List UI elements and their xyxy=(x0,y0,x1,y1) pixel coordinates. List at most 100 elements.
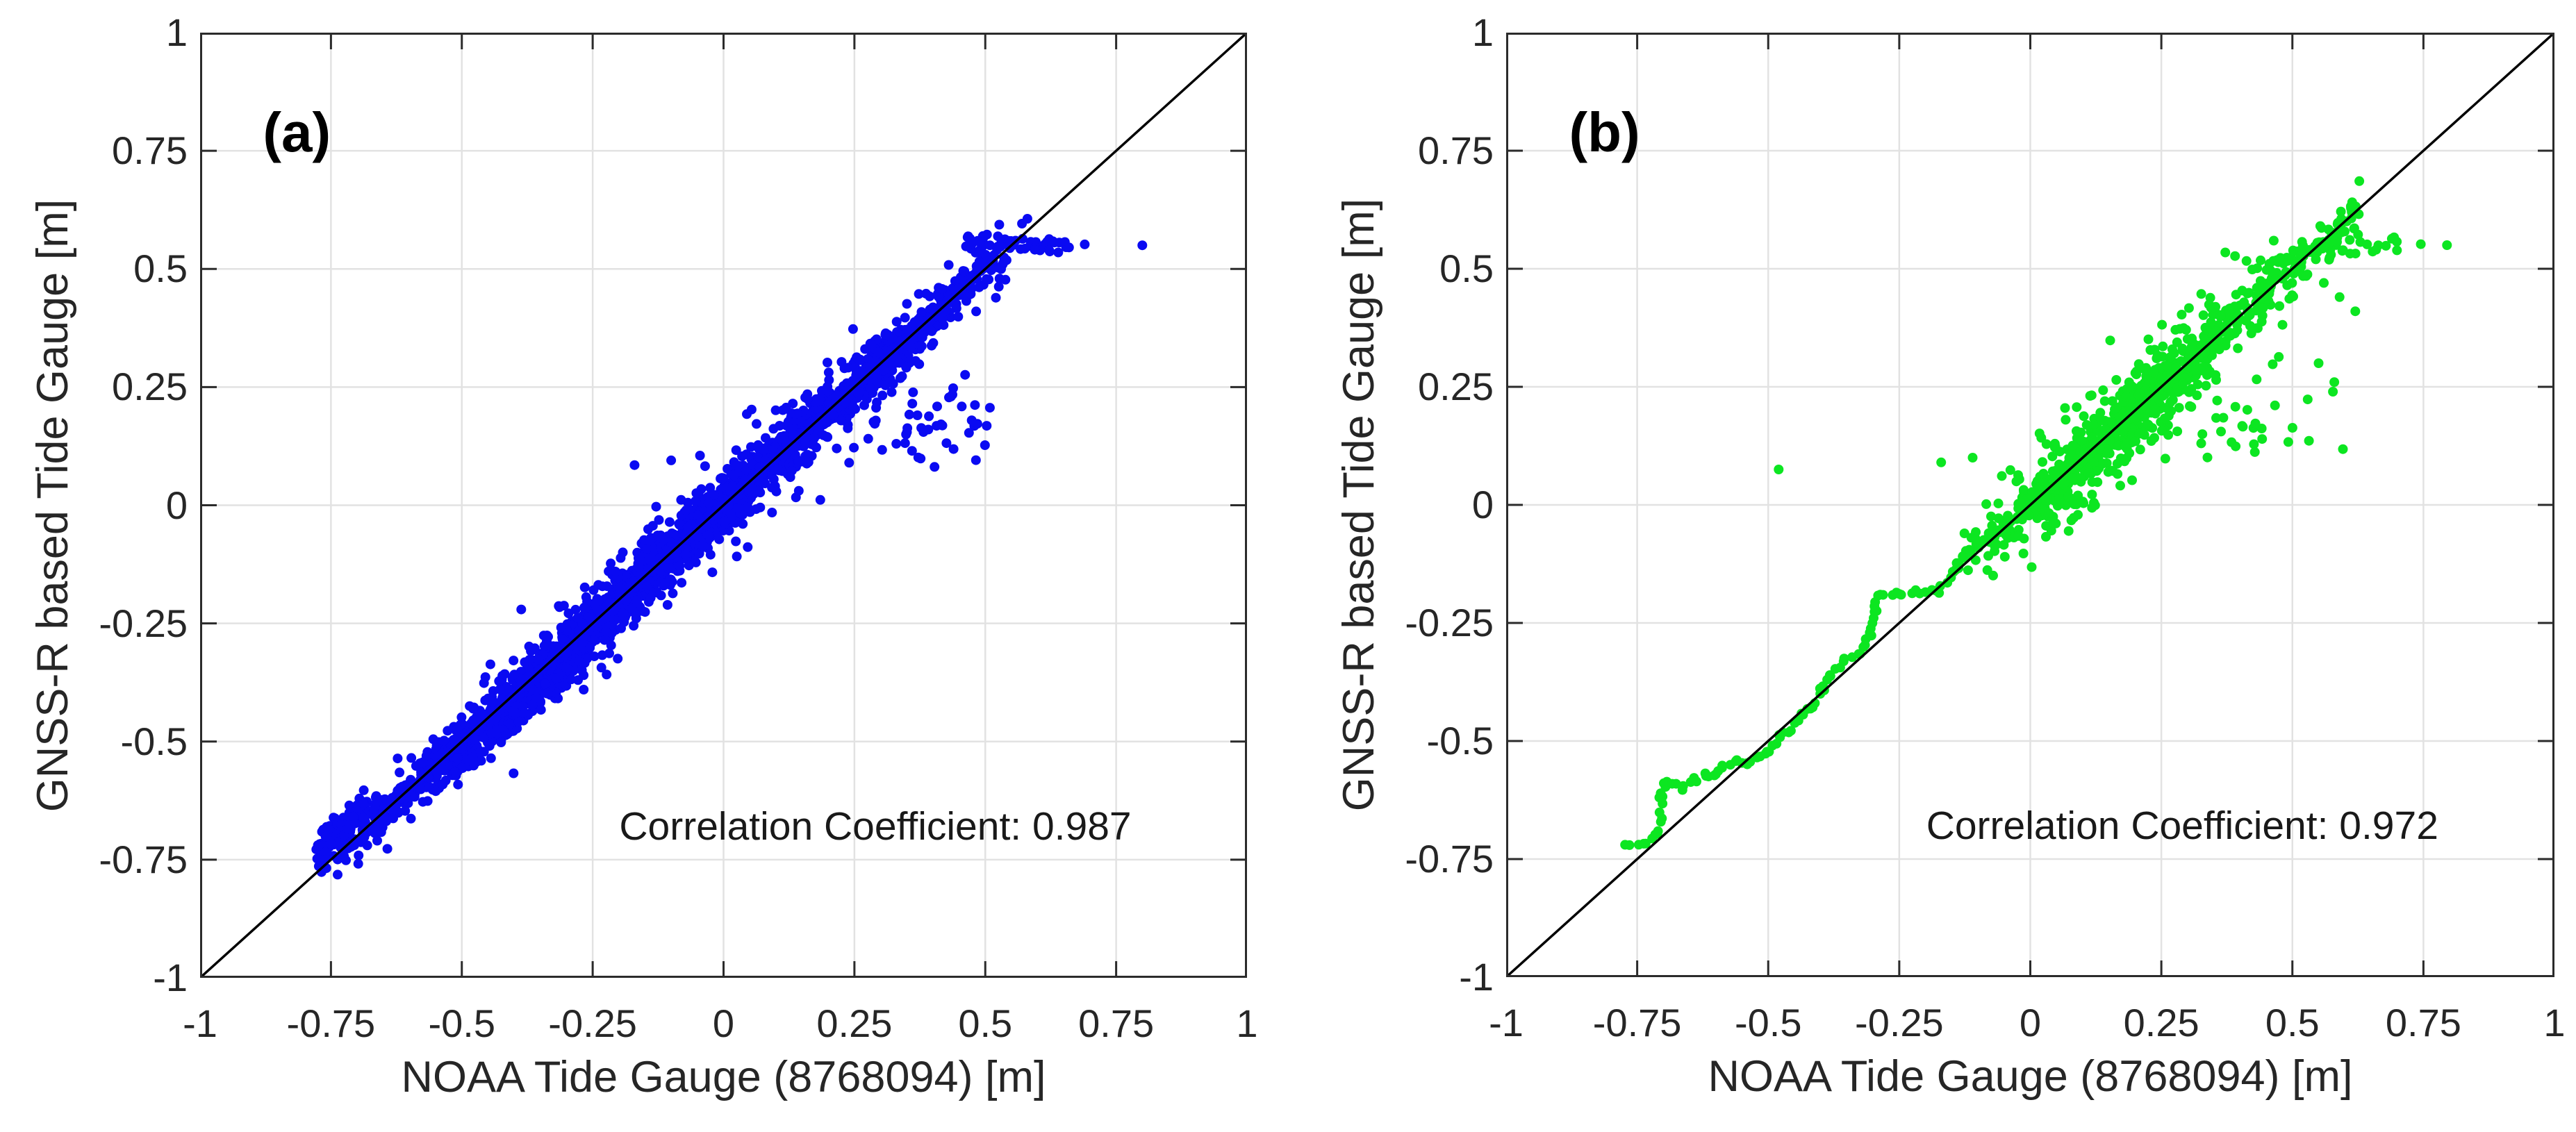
scatter-point xyxy=(317,826,327,837)
scatter-point xyxy=(559,641,570,651)
scatter-point xyxy=(689,507,700,517)
scatter-point xyxy=(535,697,545,708)
scatter-point xyxy=(372,835,382,846)
scatter-point xyxy=(791,453,802,464)
scatter-point xyxy=(1935,581,1945,591)
scatter-point xyxy=(586,625,595,635)
scatter-point xyxy=(708,506,718,516)
scatter-point xyxy=(370,813,380,823)
scatter-point xyxy=(518,681,529,691)
scatter-point xyxy=(842,380,852,390)
scatter-point xyxy=(530,692,540,702)
scatter-point xyxy=(1713,766,1724,776)
scatter-point xyxy=(723,498,733,508)
scatter-point xyxy=(554,650,564,660)
scatter-point xyxy=(814,422,825,433)
scatter-point xyxy=(483,693,493,704)
scatter-point xyxy=(798,417,808,427)
scatter-point xyxy=(613,590,624,601)
scatter-point xyxy=(1000,274,1011,285)
scatter-point xyxy=(584,641,594,651)
scatter-point xyxy=(672,531,683,541)
scatter-point xyxy=(697,512,707,522)
scatter-point xyxy=(2136,397,2146,408)
scatter-point xyxy=(426,783,436,792)
scatter-point xyxy=(649,563,659,573)
scatter-point xyxy=(631,580,641,590)
scatter-point xyxy=(698,516,708,526)
scatter-point xyxy=(702,503,712,513)
scatter-point xyxy=(789,442,799,451)
scatter-point xyxy=(341,824,352,834)
scatter-point xyxy=(1035,245,1045,256)
scatter-point xyxy=(569,640,579,649)
scatter-point xyxy=(789,424,799,434)
scatter-point xyxy=(2245,310,2255,320)
scatter-point xyxy=(793,441,804,451)
scatter-point xyxy=(560,645,570,656)
scatter-point xyxy=(719,489,729,499)
scatter-point xyxy=(763,451,774,461)
scatter-point xyxy=(499,707,509,717)
scatter-point xyxy=(664,543,675,553)
scatter-point xyxy=(648,561,659,572)
scatter-point xyxy=(2120,410,2131,420)
scatter-point xyxy=(718,491,728,501)
scatter-point xyxy=(716,510,726,520)
scatter-point xyxy=(714,501,725,512)
scatter-point xyxy=(374,801,384,811)
scatter-point xyxy=(777,441,788,451)
scatter-point xyxy=(1620,840,1630,850)
scatter-point xyxy=(2203,333,2213,344)
scatter-point xyxy=(778,442,789,452)
scatter-point xyxy=(499,699,509,709)
scatter-point xyxy=(604,599,614,610)
scatter-point xyxy=(956,278,966,288)
scatter-point xyxy=(899,337,909,347)
scatter-point xyxy=(531,657,541,667)
scatter-point xyxy=(2040,506,2050,517)
scatter-point xyxy=(621,589,631,599)
scatter-point xyxy=(2109,415,2120,426)
scatter-point xyxy=(340,829,350,839)
scatter-point xyxy=(2017,510,2027,521)
scatter-point xyxy=(754,465,765,475)
scatter-point xyxy=(2034,490,2045,500)
scatter-point xyxy=(564,664,575,674)
scatter-point xyxy=(718,473,728,483)
scatter-point xyxy=(572,629,583,639)
scatter-point xyxy=(590,612,600,622)
scatter-point xyxy=(748,467,757,478)
scatter-point xyxy=(562,638,572,648)
scatter-point xyxy=(564,644,575,654)
scatter-point xyxy=(622,607,632,617)
scatter-point xyxy=(1972,541,1982,551)
scatter-point xyxy=(543,654,554,665)
scatter-point xyxy=(694,506,704,517)
scatter-point xyxy=(953,283,964,293)
scatter-point xyxy=(516,667,526,677)
scatter-point xyxy=(734,484,744,494)
scatter-point xyxy=(2147,382,2157,392)
scatter-point xyxy=(691,488,702,499)
scatter-point xyxy=(736,499,747,510)
scatter-point xyxy=(582,641,593,651)
scatter-point xyxy=(470,744,481,755)
scatter-point xyxy=(453,740,463,751)
scatter-point xyxy=(666,538,676,548)
scatter-point xyxy=(613,592,623,603)
scatter-point xyxy=(418,760,428,770)
scatter-point xyxy=(865,376,875,386)
scatter-point xyxy=(720,519,730,529)
scatter-point xyxy=(669,548,679,558)
scatter-point xyxy=(778,450,789,460)
scatter-point xyxy=(514,690,525,701)
scatter-point xyxy=(450,767,461,777)
scatter-point xyxy=(1662,776,1672,787)
scatter-point xyxy=(729,494,740,505)
scatter-point xyxy=(843,423,853,433)
scatter-point xyxy=(2076,476,2086,487)
scatter-point xyxy=(667,546,677,556)
scatter-point xyxy=(2130,408,2140,419)
scatter-point xyxy=(755,459,766,469)
